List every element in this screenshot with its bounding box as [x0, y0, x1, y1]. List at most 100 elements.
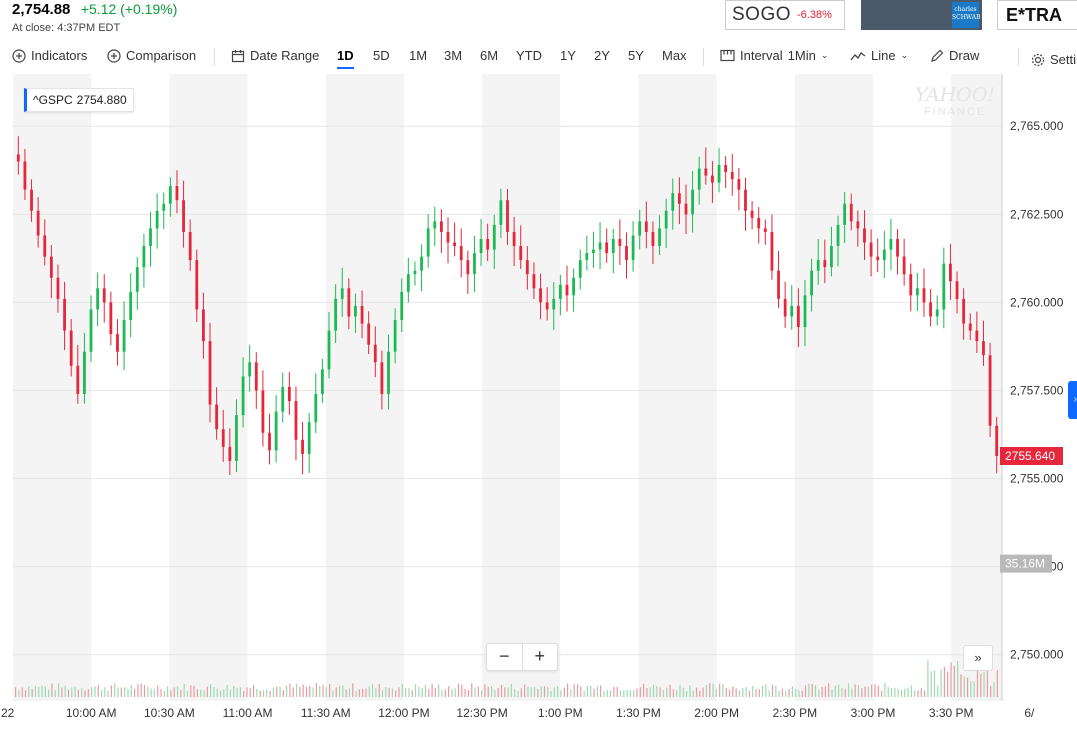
volume-bar — [279, 686, 281, 697]
zoom-in-button[interactable]: + — [534, 646, 545, 666]
candle-body — [221, 429, 225, 447]
settings-button[interactable]: Setti — [1031, 52, 1076, 67]
candle-body — [565, 284, 569, 296]
volume-bar — [352, 683, 354, 697]
side-panel-tab[interactable]: › — [1068, 381, 1077, 419]
candle-body — [96, 288, 100, 310]
volume-bar — [771, 685, 774, 697]
volume-bar — [904, 688, 906, 697]
volume-bar — [51, 683, 53, 697]
indicators-button[interactable]: Indicators — [12, 48, 87, 63]
candle-body — [697, 168, 701, 190]
zoom-out-button[interactable]: − — [487, 644, 523, 670]
candle-body — [849, 203, 853, 222]
volume-bar — [507, 687, 509, 697]
interval-dropdown[interactable]: Interval 1Min ⌄ — [720, 48, 828, 63]
volume-bar — [332, 690, 334, 697]
volume-bar — [405, 687, 407, 697]
volume-bar — [745, 686, 747, 697]
y-tick-label: 2,755.000 — [1010, 472, 1064, 486]
candle-body — [235, 415, 238, 461]
candle-body — [175, 186, 179, 201]
range-max-tab[interactable]: Max — [662, 48, 687, 63]
volume-bar — [785, 690, 787, 697]
candle-body — [254, 362, 258, 391]
price-chart[interactable]: 2,765.000 2,762.500 2,760.000 2,757.500 2,75… — [0, 74, 1077, 726]
volume-bar — [533, 687, 536, 697]
x-tick-label: 2:30 PM — [772, 706, 817, 720]
line-dropdown[interactable]: Line ⌄ — [850, 48, 908, 63]
volume-bar — [877, 685, 879, 697]
volume-bar — [884, 683, 886, 697]
volume-bar — [831, 689, 833, 697]
chevron-down-icon: ⌄ — [820, 50, 829, 60]
line-chart-icon — [850, 51, 866, 60]
volume-bar — [481, 690, 483, 697]
volume-bar — [127, 688, 129, 697]
x-tick-label: 11:00 AM — [223, 706, 273, 720]
watermark-line2: FINANCE — [923, 106, 987, 118]
volume-bar — [292, 687, 294, 697]
volume-bar — [411, 689, 413, 697]
volume-bar — [960, 674, 962, 697]
quote-price: 2,754.88 — [12, 1, 71, 18]
range-1d-tab[interactable]: 1D — [337, 48, 354, 69]
range-3m-tab[interactable]: 3M — [444, 48, 463, 63]
volume-bar — [814, 685, 817, 697]
volume-bar — [388, 687, 390, 697]
candle-body — [995, 425, 999, 457]
volume-bar — [64, 685, 66, 697]
candle-body — [281, 386, 285, 412]
draw-button[interactable]: Draw — [930, 48, 979, 63]
sogo-ad[interactable]: SOGO -6.38% — [725, 0, 845, 30]
range-5d-tab[interactable]: 5D — [373, 48, 390, 63]
volume-bar — [851, 688, 853, 697]
volume-bar — [894, 688, 896, 697]
volume-bar — [216, 688, 218, 697]
comparison-button[interactable]: Comparison — [107, 48, 196, 63]
volume-bar — [114, 683, 116, 697]
range-5y-tab[interactable]: 5Y — [628, 48, 644, 63]
volume-bar — [107, 690, 109, 697]
candle-body — [294, 401, 298, 440]
candle-body — [56, 277, 60, 299]
date-range-button[interactable]: Date Range — [231, 48, 319, 63]
volume-bar — [24, 690, 27, 697]
chart-toolbar: Indicators Comparison Date Range 1D 5D 1… — [0, 44, 1077, 74]
volume-bar — [547, 687, 549, 697]
volume-bar — [193, 685, 195, 697]
candle-body — [902, 256, 906, 275]
chart-area[interactable]: 2,765.000 2,762.500 2,760.000 2,757.500 2,75… — [0, 74, 1077, 726]
volume-bar — [656, 686, 658, 697]
y-tick-label: 2,762.500 — [1010, 207, 1064, 221]
volume-bar — [239, 687, 241, 697]
candle-body — [572, 277, 576, 296]
volume-bar — [434, 687, 436, 697]
skip-forward-button[interactable]: » — [963, 645, 993, 671]
x-tick-label: 3:00 PM — [851, 706, 896, 720]
volume-bar — [272, 687, 275, 697]
volume-bar — [980, 673, 982, 697]
volume-bar — [573, 684, 575, 697]
draw-label: Draw — [949, 48, 980, 63]
range-6m-tab[interactable]: 6M — [480, 48, 499, 63]
schwab-ad[interactable]: charles SCHWAB — [861, 0, 982, 30]
candle-body — [796, 305, 800, 328]
volume-bar — [804, 685, 807, 697]
candle-body — [49, 256, 53, 278]
volume-bar — [381, 690, 384, 697]
etrade-ad[interactable]: E*TRA — [997, 0, 1077, 30]
candle-body — [228, 446, 232, 461]
candle-body — [109, 302, 113, 335]
candle-body — [777, 270, 780, 299]
volume-bar — [636, 688, 638, 697]
range-ytd-tab[interactable]: YTD — [516, 48, 542, 63]
volume-bar — [867, 686, 869, 697]
range-1m-tab[interactable]: 1M — [409, 48, 428, 63]
volume-bar — [861, 688, 863, 697]
symbol-badge[interactable]: ^GSPC 2754.880 — [24, 88, 134, 112]
volume-bar — [682, 687, 684, 697]
volume-bar — [319, 685, 321, 697]
range-2y-tab[interactable]: 2Y — [594, 48, 610, 63]
range-1y-tab[interactable]: 1Y — [560, 48, 576, 63]
